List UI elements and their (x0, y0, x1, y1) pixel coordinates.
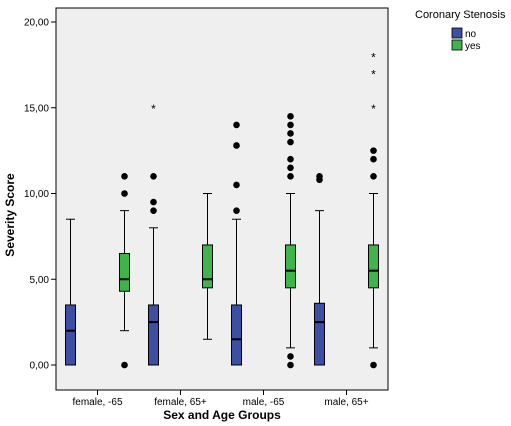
x-tick-label: male, -65 (243, 397, 285, 408)
y-tick-label: 10,00 (24, 189, 49, 200)
outlier-point (287, 173, 294, 180)
outlier-point (287, 155, 294, 163)
legend-swatch-no (451, 27, 463, 39)
x-tick-label: female, -65 (72, 397, 122, 408)
outlier-point (287, 164, 294, 172)
outlier-point (370, 147, 377, 154)
y-axis-label: Severity Score (3, 173, 17, 257)
legend-swatch-yes (451, 39, 463, 51)
outlier-point (121, 361, 128, 369)
box-iqr (65, 304, 76, 366)
box-yes-2 (202, 193, 213, 340)
x-tick-label: female, 65+ (154, 397, 207, 408)
outlier-point (287, 113, 294, 120)
outlier-point (233, 207, 240, 214)
box-iqr (231, 304, 242, 366)
box-iqr (202, 244, 213, 289)
box-iqr (285, 244, 296, 289)
x-axis-label: Sex and Age Groups (163, 408, 281, 422)
legend: Coronary Stenosis no yes (415, 9, 506, 52)
box-iqr (119, 253, 130, 292)
outlier-point (370, 173, 377, 180)
boxes: * * * * (65, 50, 379, 369)
outlier-point (370, 155, 377, 163)
box-no-2: * (148, 102, 159, 366)
extreme-point: * (371, 67, 376, 81)
outlier-point (370, 361, 377, 369)
legend-label-yes: yes (465, 41, 481, 52)
plot-area-background (55, 7, 389, 391)
outlier-point (287, 361, 294, 369)
legend-label-no: no (465, 29, 477, 40)
box-iqr (314, 302, 325, 366)
outlier-point (150, 207, 157, 214)
box-no-1 (65, 218, 76, 366)
extreme-point: * (371, 50, 376, 64)
box-no-3 (231, 121, 242, 366)
y-tick-label: 20,00 (24, 18, 49, 29)
outlier-point (121, 190, 128, 197)
box-no-4 (314, 173, 325, 366)
outlier-point (287, 121, 294, 129)
x-tick-label: male, 65+ (324, 397, 368, 408)
outlier-point (150, 198, 157, 206)
box-yes-3 (285, 113, 296, 369)
outlier-point (287, 130, 294, 137)
y-tick-label: 5,00 (30, 275, 50, 286)
outlier-point (316, 173, 323, 180)
outlier-point (121, 173, 128, 180)
outlier-point (233, 121, 240, 129)
extreme-point: * (151, 102, 156, 116)
outlier-point (233, 181, 240, 189)
box-iqr (368, 244, 379, 289)
box-yes-1 (119, 173, 130, 369)
y-tick-label: 0,00 (30, 361, 50, 372)
box-yes-4: * * * (368, 50, 379, 369)
legend-title: Coronary Stenosis (415, 9, 506, 21)
extreme-point: * (371, 102, 376, 116)
outlier-point (150, 173, 157, 180)
outlier-point (287, 353, 294, 360)
y-tick-label: 15,00 (24, 103, 49, 114)
box-iqr (148, 304, 159, 366)
outlier-point (233, 142, 240, 149)
outlier-point (287, 138, 294, 146)
axes: 0,00 5,00 10,00 15,00 20,00 female, -65 female… (24, 18, 369, 409)
